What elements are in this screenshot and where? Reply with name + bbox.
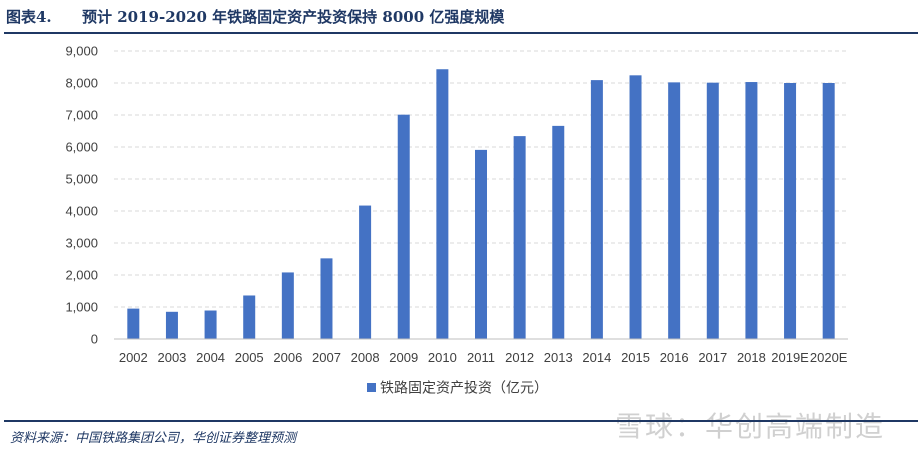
bar-chart: 0 1,000 2,000 3,000 4,000 5,000 6,000 7,000 8,00… [65,44,848,397]
x-tick-label: 2005 [235,350,264,365]
y-tick-label: 5,000 [65,172,98,187]
x-tick-label: 2017 [698,350,727,365]
x-tick-label: 2012 [505,350,534,365]
y-tick-label: 0 [91,332,98,347]
bar-2012 [513,136,526,339]
x-tick-label: 2010 [428,350,457,365]
bar-2008 [359,205,372,339]
figure-header: 图表4. 预计 2019-2020 年铁路固定资产投资保持 8000 亿强度规模 [0,0,922,34]
bar-2004 [204,310,217,339]
x-axis-ticks: 2002 2003 2004 2005 2006 2007 2008 2009 2010 2011… [119,350,848,365]
watermark: 雪球：华创高端制造 [615,410,886,443]
x-tick-label: 2015 [621,350,650,365]
y-axis-ticks: 0 1,000 2,000 3,000 4,000 5,000 6,000 7,000 8,00… [65,44,98,347]
y-tick-label: 8,000 [65,76,98,91]
figure-label: 图表4. [6,8,52,26]
top-rule [4,32,918,34]
bar-2002 [127,308,140,339]
figure-title: 预计 2019-2020 年铁路固定资产投资保持 8000 亿强度规模 [82,8,505,26]
x-tick-label: 2007 [312,350,341,365]
bar-2006 [281,272,294,339]
bar-2007 [320,258,333,339]
legend-swatch [367,383,376,392]
x-tick-label: 2020E [810,350,848,365]
x-tick-label: 2019E [771,350,809,365]
bar-2009 [397,114,410,340]
bar-2013 [552,125,565,339]
bar-2019E [784,83,797,339]
bar-2015 [629,75,642,339]
bar-2011 [475,149,487,339]
y-tick-label: 6,000 [65,140,98,155]
y-tick-label: 9,000 [65,44,98,59]
y-tick-label: 3,000 [65,236,98,251]
y-tick-label: 7,000 [65,108,98,123]
bar-2016 [668,82,681,340]
bar-2014 [590,80,603,339]
x-tick-label: 2014 [582,350,611,365]
x-tick-label: 2002 [119,350,148,365]
bar-2003 [165,311,178,339]
bar-2018 [745,82,758,339]
x-tick-label: 2008 [351,350,380,365]
legend: 铁路固定资产投资（亿元） [367,381,548,397]
x-tick-label: 2009 [389,350,418,365]
y-tick-label: 2,000 [65,268,98,283]
bar-2010 [436,69,449,340]
y-tick-label: 1,000 [65,300,98,315]
y-tick-label: 4,000 [65,204,98,219]
x-tick-label: 2018 [737,350,766,365]
x-tick-label: 2011 [467,350,495,365]
grid-lines [114,50,848,308]
bar-2005 [243,295,256,339]
legend-label: 铁路固定资产投资（亿元） [380,381,548,397]
bottom-rule [4,420,918,422]
x-tick-label: 2013 [544,350,573,365]
bar-2020E [822,83,835,339]
bar-2017 [706,82,719,340]
source-note: 资料来源：中国铁路集团公司，华创证券整理预测 [10,431,297,446]
x-tick-label: 2016 [660,350,689,365]
bars [127,69,835,340]
x-tick-label: 2006 [273,350,302,365]
x-tick-label: 2004 [196,350,225,365]
x-tick-label: 2003 [157,350,186,365]
